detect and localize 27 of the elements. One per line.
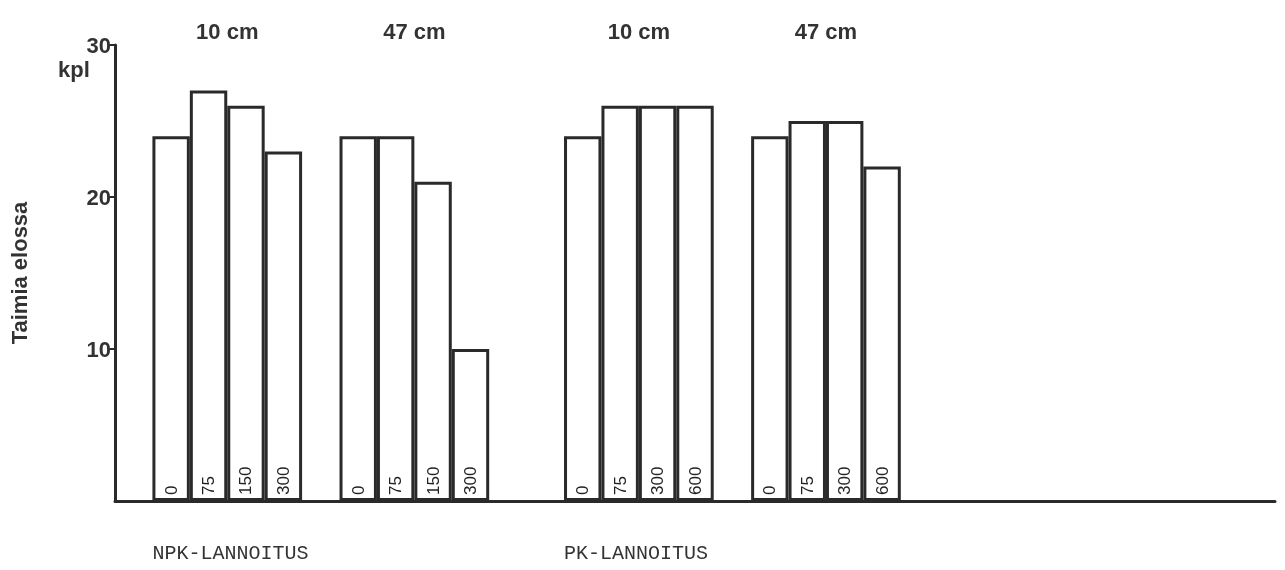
x-tick-label: 75: [797, 476, 817, 495]
text: 47 cm: [383, 18, 446, 44]
x-tick-label: 300: [273, 466, 293, 495]
x-tick-label: 0: [573, 485, 593, 495]
x-tick-label: 300: [648, 466, 668, 495]
x-tick-label: 0: [348, 485, 368, 495]
x-tick-label: 150: [236, 466, 256, 495]
y-tick-label: 20: [86, 184, 111, 210]
x-tick-label: 150: [423, 466, 443, 495]
text: PK-LANNOITUS: [564, 541, 709, 565]
y-tick-label: 10: [86, 336, 111, 362]
x-tick-label: 300: [835, 466, 855, 495]
x-tick-label: 600: [872, 466, 892, 495]
x-tick-label: 75: [386, 476, 406, 495]
y-axis-title: Taimia elossa: [6, 200, 32, 345]
y-tick-label: 30: [86, 32, 111, 58]
x-tick-label: 0: [161, 485, 181, 495]
text: 10 cm: [196, 18, 259, 44]
text: kpl: [58, 56, 90, 82]
x-tick-label: 300: [460, 466, 480, 495]
x-tick-label: 0: [760, 485, 780, 495]
text: 10 cm: [607, 18, 671, 44]
x-tick-label: 75: [199, 476, 219, 495]
x-tick-label: 75: [610, 476, 630, 495]
text: NPK-LANNOITUS: [152, 541, 309, 565]
x-tick-label: 600: [685, 466, 705, 495]
text: 47 cm: [794, 18, 858, 44]
